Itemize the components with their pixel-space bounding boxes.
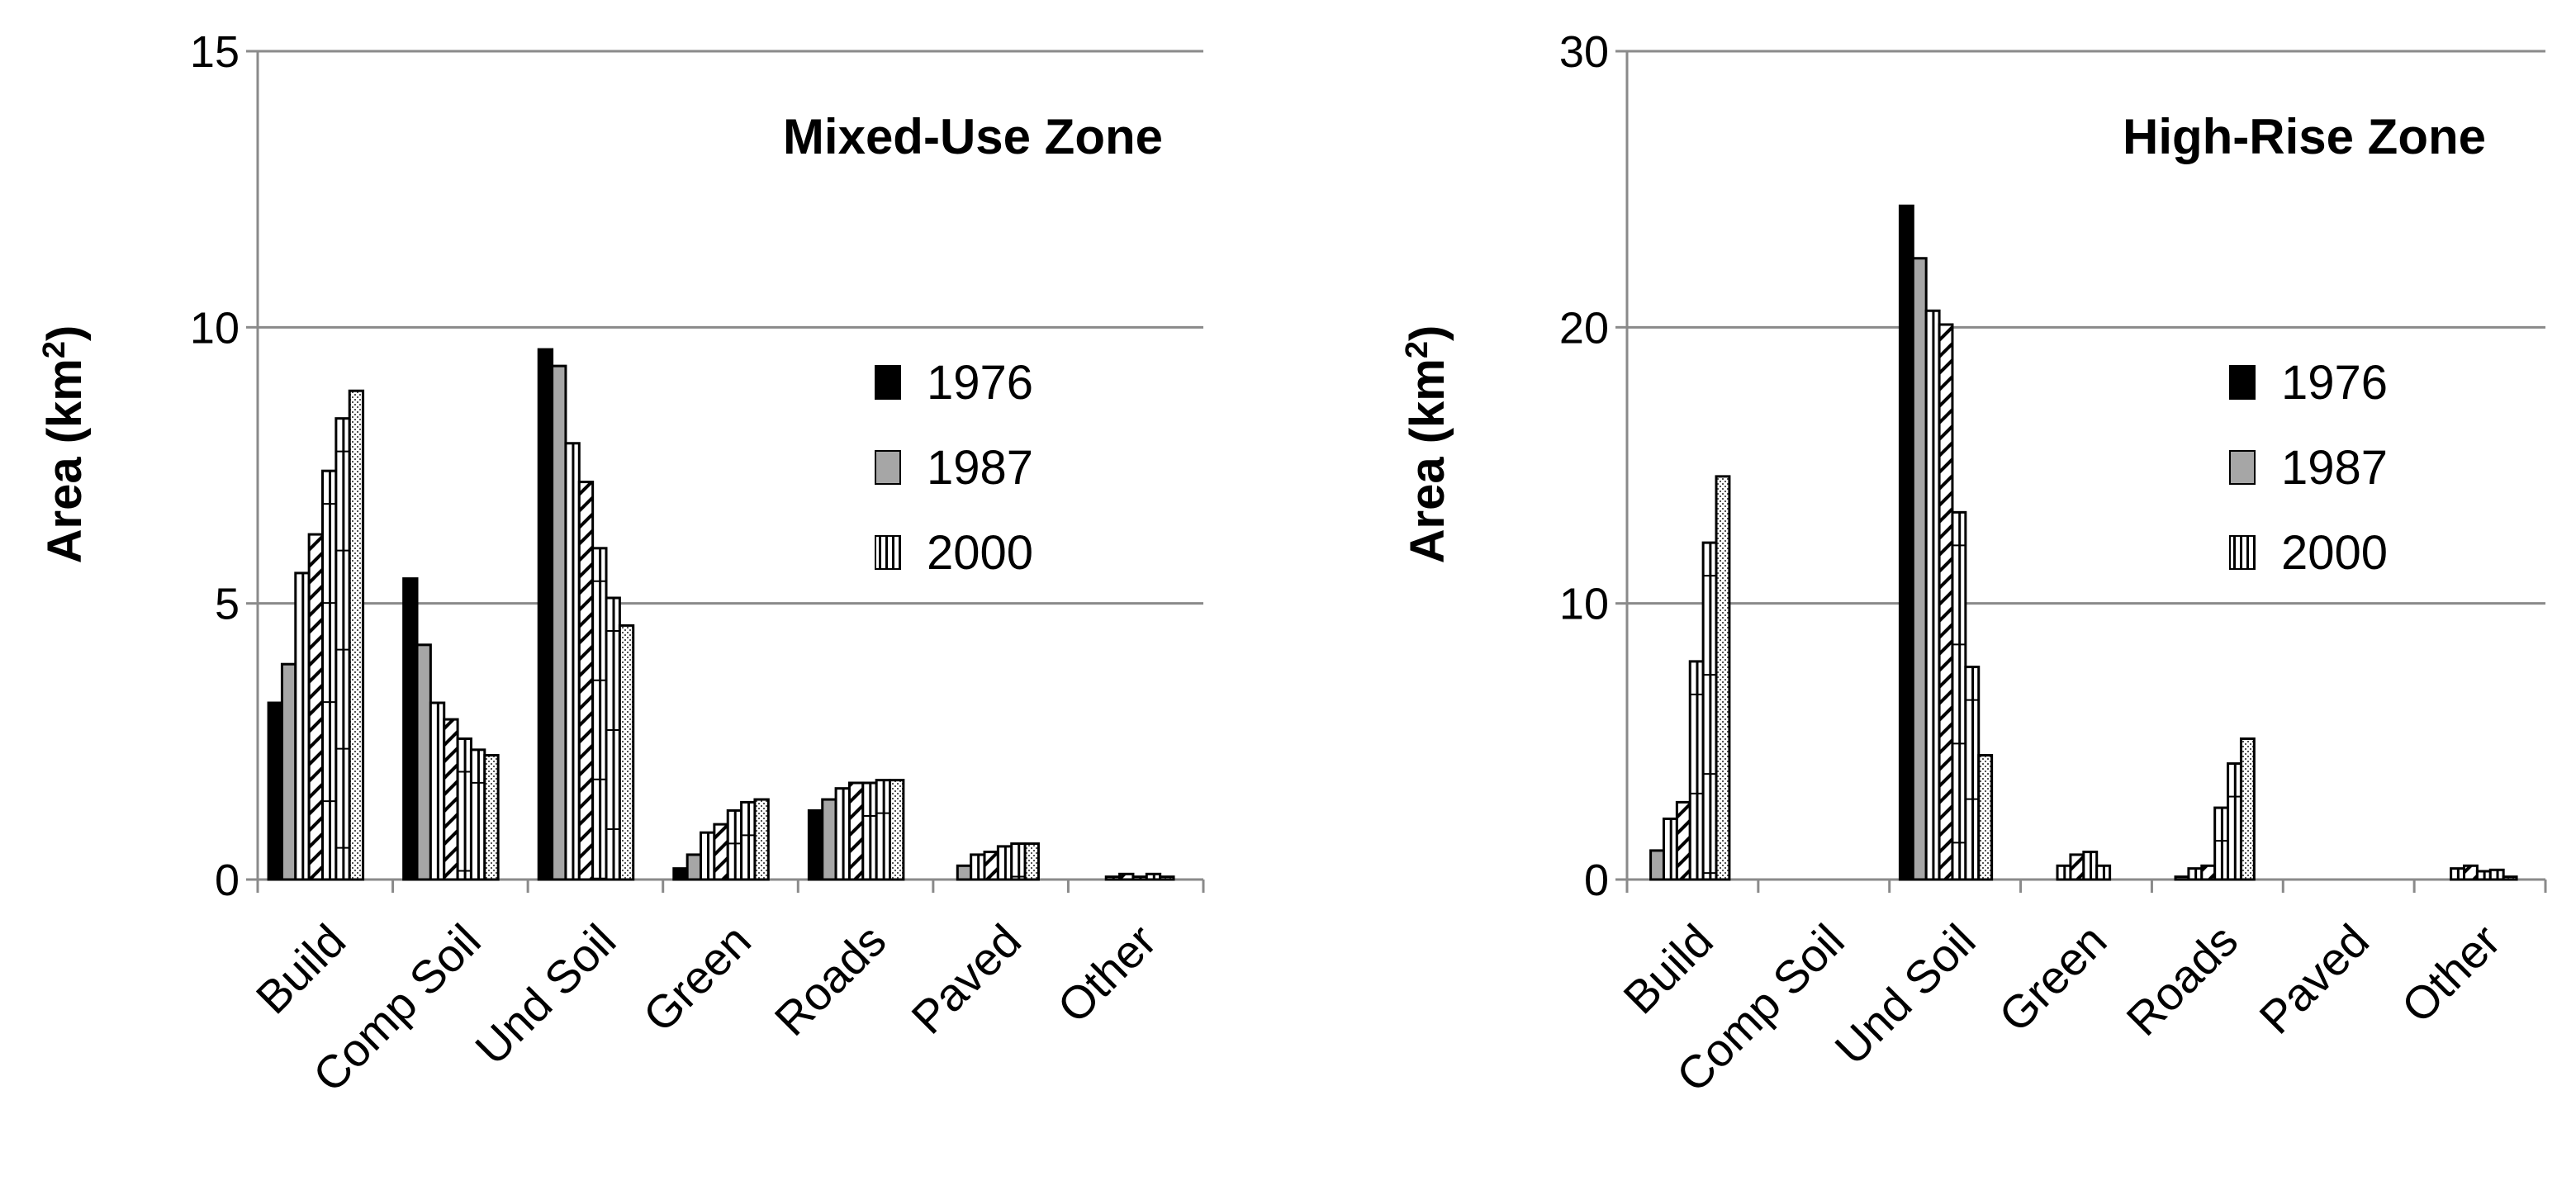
- legend-swatch-1976: [875, 365, 901, 400]
- x-tick-label: Und Soil: [465, 914, 625, 1074]
- legend-label-1987: 1987: [927, 441, 1033, 495]
- bar: [618, 624, 635, 881]
- bar: [348, 389, 365, 881]
- bar: [2502, 875, 2518, 881]
- y-tick-label: 5: [215, 580, 240, 629]
- bar: [672, 867, 689, 881]
- bar: [1675, 800, 1691, 881]
- bar: [1118, 872, 1135, 881]
- bar: [847, 781, 865, 881]
- bar: [2174, 875, 2190, 881]
- y-tick-label: 20: [1559, 303, 1609, 353]
- bar: [267, 701, 283, 881]
- bar: [1023, 842, 1040, 881]
- bars: [267, 348, 1175, 881]
- legend-swatch-1987: [875, 450, 901, 485]
- bar: [415, 643, 432, 881]
- bar: [2200, 864, 2217, 881]
- legend-swatch-1976: [2229, 365, 2256, 400]
- bar: [1977, 754, 1994, 881]
- bar: [2463, 864, 2479, 881]
- bar: [577, 481, 595, 881]
- bar: [713, 823, 729, 881]
- bar: [2069, 853, 2085, 881]
- x-tick-label: Paved: [2249, 914, 2379, 1044]
- bar: [443, 718, 459, 881]
- legend-label-1987: 1987: [2281, 441, 2388, 495]
- y-tick-label: 15: [190, 27, 240, 77]
- bar: [821, 798, 837, 881]
- y-axis-label: Area (km2): [1400, 325, 1454, 564]
- y-tick-label: 0: [215, 856, 240, 905]
- legend-swatch-2000: [875, 535, 901, 570]
- bar: [483, 754, 500, 881]
- chart-title: High-Rise Zone: [2123, 109, 2486, 164]
- bar: [307, 533, 325, 881]
- bar: [1649, 849, 1665, 881]
- bar: [807, 809, 824, 881]
- legend-swatch-2000: [2229, 535, 2256, 570]
- bars: [1649, 204, 2518, 881]
- gridlines: 0 10 20 30: [1559, 27, 2545, 905]
- bar: [2239, 737, 2256, 881]
- bar: [1898, 204, 1914, 881]
- bar: [1911, 257, 1928, 881]
- legend-label-1976: 1976: [927, 356, 1033, 410]
- bar: [686, 853, 703, 881]
- chart-panel-high-rise: High-Rise Zone Area (km2) 1976 1987 2000…: [1400, 27, 2547, 1102]
- bar: [889, 779, 905, 881]
- y-axis-label: Area (km2): [37, 325, 92, 564]
- bar: [956, 864, 973, 881]
- x-tick-label: Build: [246, 914, 356, 1024]
- x-tick-label: Und Soil: [1824, 914, 1985, 1074]
- x-tick-label: Green: [1989, 914, 2117, 1042]
- bar: [537, 348, 554, 881]
- chart-title: Mixed-Use Zone: [783, 109, 1163, 164]
- y-tick-label: 30: [1559, 27, 1609, 77]
- x-tick-label: Green: [633, 914, 761, 1042]
- bar: [1938, 323, 1954, 881]
- x-tick-label: Paved: [901, 914, 1031, 1044]
- gridlines: 0 5 10 15: [190, 27, 1203, 905]
- legend: 1976 1987 2000: [875, 356, 1033, 580]
- x-tick-label: Other: [1047, 914, 1166, 1033]
- x-tick-label: Roads: [765, 914, 896, 1046]
- y-tick-label: 10: [1559, 580, 1609, 629]
- bar: [1715, 475, 1731, 881]
- x-tick-label: Build: [1613, 914, 1723, 1024]
- chart-panel-mixed-use: Mixed-Use Zone Area (km2) 1976 1987 2000…: [37, 27, 1205, 1102]
- legend: 1976 1987 2000: [2229, 356, 2388, 580]
- legend-label-1976: 1976: [2281, 356, 2388, 410]
- legend-swatch-1987: [2229, 450, 2256, 485]
- bar: [983, 851, 999, 881]
- bar: [551, 364, 567, 881]
- bar: [753, 798, 770, 881]
- bar: [402, 577, 419, 881]
- bar: [1159, 875, 1175, 881]
- x-tick-label: Roads: [2116, 914, 2247, 1046]
- y-tick-label: 0: [1584, 856, 1609, 905]
- legend-label-2000: 2000: [927, 526, 1033, 580]
- x-tick-label: Other: [2391, 914, 2510, 1033]
- legend-label-2000: 2000: [2281, 526, 2388, 580]
- y-tick-label: 10: [190, 303, 240, 353]
- bar: [280, 662, 297, 881]
